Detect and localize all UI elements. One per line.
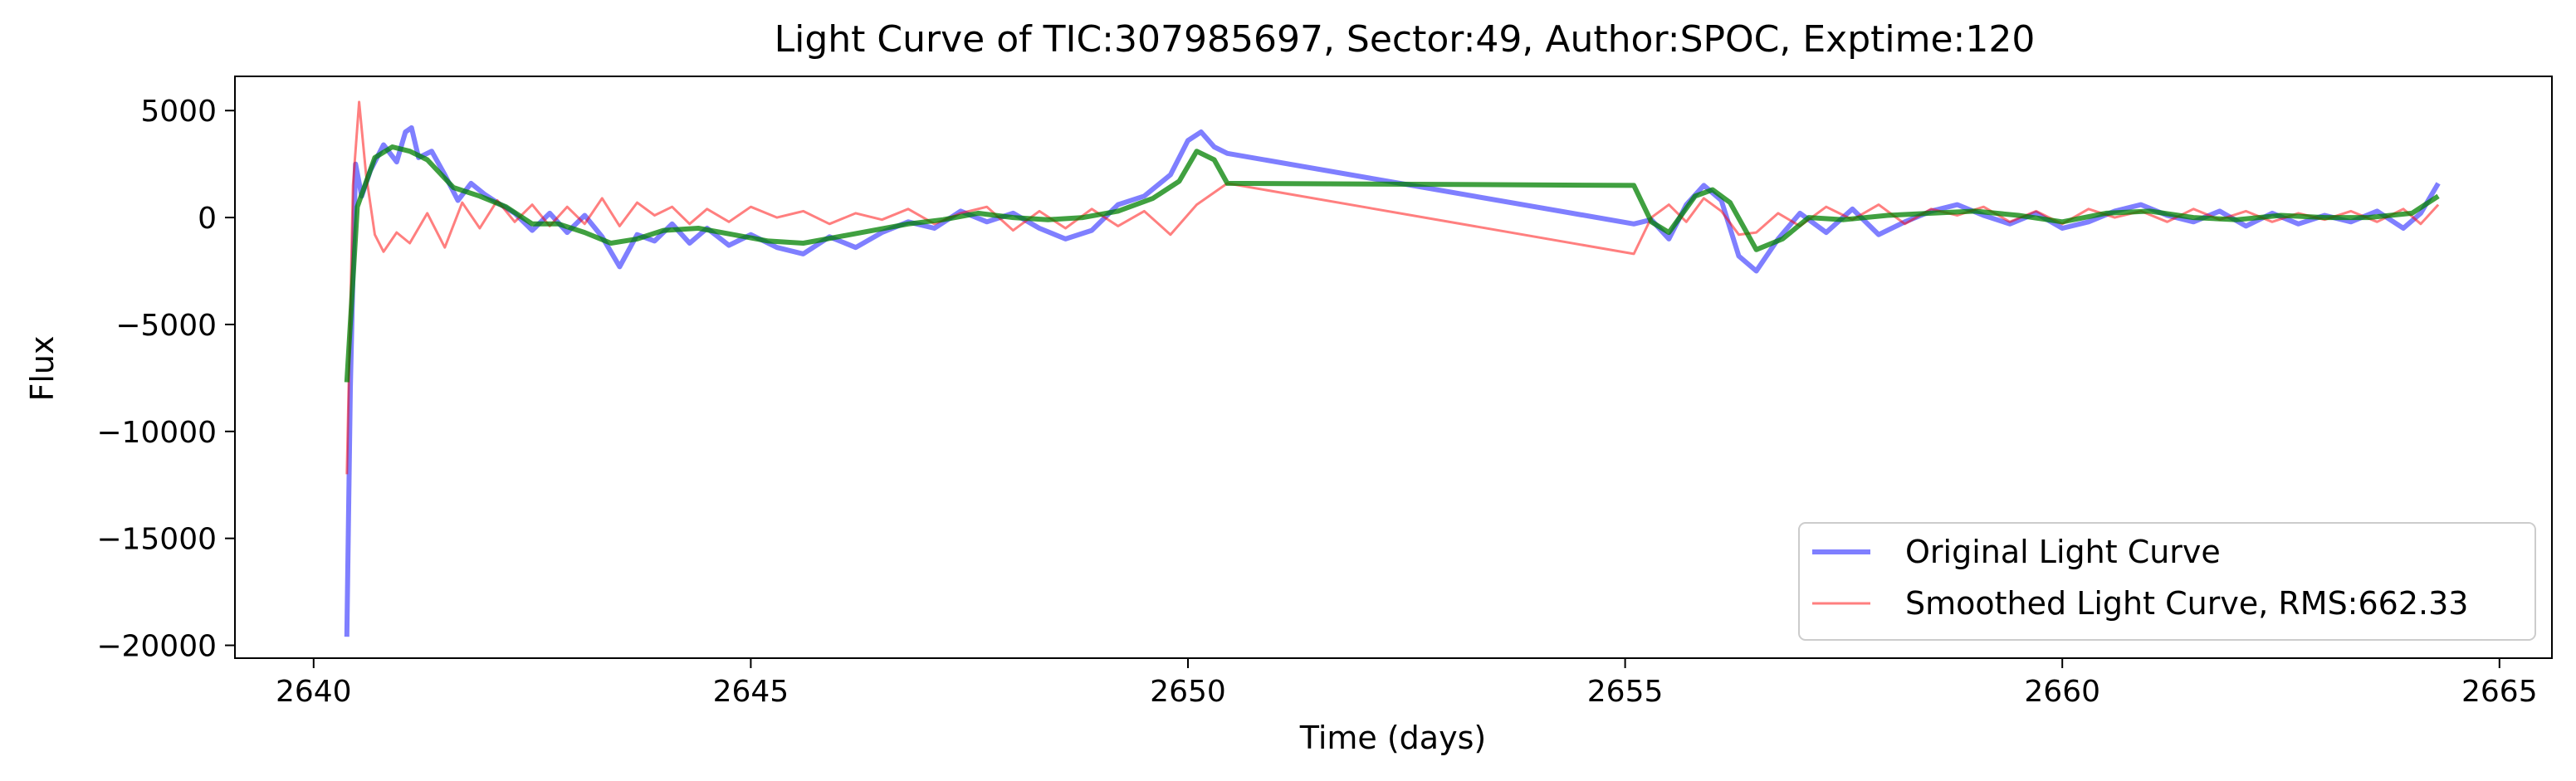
y-tick-label: −20000 [96,630,217,664]
x-tick-label: 2655 [1587,675,1664,709]
series-original-line [344,124,2441,637]
x-axis-label: Time (days) [1299,720,1486,756]
series-trend-line [344,144,2440,383]
legend-label-original: Original Light Curve [1905,534,2221,570]
y-tick-label: −10000 [96,416,217,450]
legend-label-smoothed: Smoothed Light Curve, RMS:662.33 [1905,585,2468,622]
legend: Original Light Curve Smoothed Light Curv… [1798,522,2536,641]
series-smoothed-line [345,100,2440,475]
x-tick-label: 2660 [2024,675,2100,709]
x-tick-label: 2650 [1150,675,1226,709]
x-tick-label: 2645 [713,675,789,709]
x-tick-label: 2665 [2461,675,2538,709]
legend-box [1798,522,2536,641]
y-tick-label: −15000 [96,523,217,557]
chart-title: Light Curve of TIC:307985697, Sector:49,… [775,18,2036,61]
x-axis: 2640 2645 2650 2655 2660 2665 [276,658,2538,709]
x-tick-label: 2640 [276,675,352,709]
y-axis-label: Flux [24,336,61,402]
y-axis: 5000 0 −5000 −10000 −15000 −20000 [96,95,235,664]
series-layer [344,100,2441,637]
y-tick-label: 0 [198,202,217,236]
plot-frame [234,76,2553,659]
y-tick-label: −5000 [115,309,217,343]
y-tick-label: 5000 [140,95,217,129]
